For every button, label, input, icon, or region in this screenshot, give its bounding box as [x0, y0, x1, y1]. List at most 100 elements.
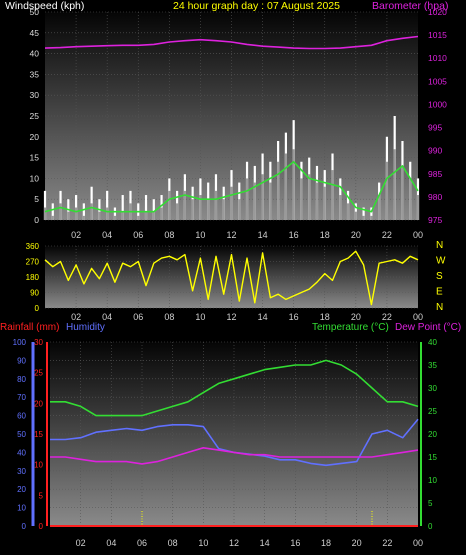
wind-time-tick-label: 04	[102, 230, 112, 240]
left-title: Windspeed (kph)	[5, 0, 84, 12]
rain-y-tick: 20	[34, 399, 43, 408]
wind-time-tick-label: 06	[133, 230, 143, 240]
humidity-y-tick: 100	[13, 338, 27, 347]
dir-time-tick-label: 18	[320, 312, 330, 322]
wind-time-tick-label: 02	[71, 230, 81, 240]
baro-y-tick: 1015	[428, 30, 447, 40]
temp-time-tick-label: 10	[198, 538, 208, 548]
wind-y-tick: 35	[30, 69, 40, 79]
humidity-y-tick: 40	[17, 448, 26, 457]
temp-time-tick-label: 16	[290, 538, 300, 548]
temp-time-tick-label: 18	[321, 538, 331, 548]
temp-time-tick-label: 12	[229, 538, 239, 548]
rain-y-tick: 15	[34, 430, 43, 439]
baro-y-tick: 975	[428, 215, 442, 225]
humidity-axis-title: Humidity	[66, 322, 105, 333]
wind-y-tick: 5	[34, 194, 39, 204]
dir-y-tick: 90	[30, 289, 39, 298]
dir-time-tick-label: 14	[258, 312, 268, 322]
temperature-line	[50, 359, 419, 417]
humidity-y-tick: 50	[17, 430, 26, 439]
humidity-y-tick: 0	[22, 522, 27, 531]
wind-y-tick: 20	[30, 132, 40, 142]
humidity-y-tick: 30	[17, 467, 26, 476]
wind-time-tick-label: 18	[320, 230, 330, 240]
temp-y-tick: 25	[428, 407, 437, 416]
temp-y-tick: 35	[428, 361, 437, 370]
dir-y-tick: 270	[26, 258, 40, 267]
wind-y-tick: 10	[30, 173, 40, 183]
wind-time-tick-label: 08	[164, 230, 174, 240]
dir-time-tick-label: 22	[382, 312, 392, 322]
wind-y-tick: 45	[30, 28, 40, 38]
compass-label: W	[436, 256, 446, 267]
dir-time-tick-label: 20	[351, 312, 361, 322]
wind-y-tick: 40	[30, 49, 40, 59]
temp-time-tick-label: 20	[352, 538, 362, 548]
dir-time-tick-label: 16	[289, 312, 299, 322]
dir-time-tick-label: 02	[71, 312, 81, 322]
dir-time-tick-label: 06	[133, 312, 143, 322]
wind-time-tick-label: 20	[351, 230, 361, 240]
dewpoint-axis-title: Dew Point (°C)	[395, 322, 461, 333]
dir-time-tick-label: 10	[195, 312, 205, 322]
wind-time-tick-label: 22	[382, 230, 392, 240]
temp-y-tick: 20	[428, 430, 437, 439]
wind-y-tick: 50	[30, 7, 40, 17]
humidity-y-tick: 90	[17, 356, 26, 365]
wind-direction-line	[44, 250, 419, 306]
rain-y-tick: 5	[39, 491, 44, 500]
wind-y-tick: 0	[34, 215, 39, 225]
wind-y-tick: 15	[30, 153, 40, 163]
dir-y-tick: 360	[26, 242, 40, 251]
rain-y-tick: 25	[34, 369, 43, 378]
humidity-y-tick: 70	[17, 393, 26, 402]
temp-y-tick: 30	[428, 384, 437, 393]
baro-y-tick: 1010	[428, 53, 447, 63]
temp-time-tick-label: 08	[168, 538, 178, 548]
dir-time-tick-label: 12	[226, 312, 236, 322]
center-title: 24 hour graph day : 07 August 2025	[173, 0, 340, 12]
rain-y-tick: 30	[34, 338, 43, 347]
wind-time-tick-label: 12	[226, 230, 236, 240]
humidity-y-tick: 60	[17, 412, 26, 421]
compass-label: S	[436, 271, 443, 282]
humidity-y-tick: 80	[17, 375, 26, 384]
baro-y-tick: 1020	[428, 7, 447, 17]
temp-y-tick: 0	[428, 522, 433, 531]
baro-y-tick: 1000	[428, 99, 447, 109]
wind-time-tick-label: 14	[258, 230, 268, 240]
compass-label: E	[436, 287, 443, 298]
baro-y-tick: 985	[428, 169, 442, 179]
temp-y-tick: 40	[428, 338, 437, 347]
temp-y-tick: 15	[428, 453, 437, 462]
dir-time-tick-label: 04	[102, 312, 112, 322]
wind-time-tick-label: 00	[413, 230, 423, 240]
humidity-y-tick: 10	[17, 504, 26, 513]
compass-label: N	[436, 302, 443, 313]
wind-time-tick-label: 10	[195, 230, 205, 240]
baro-y-tick: 1005	[428, 76, 447, 86]
baro-y-tick: 990	[428, 146, 442, 156]
humidity-y-tick: 20	[17, 485, 26, 494]
dir-y-tick: 0	[35, 304, 40, 313]
wind-time-tick-label: 16	[289, 230, 299, 240]
temp-time-tick-label: 22	[382, 538, 392, 548]
temp-time-tick-label: 06	[137, 538, 147, 548]
wind-y-tick: 30	[30, 90, 40, 100]
rain-y-tick: 0	[39, 522, 44, 531]
temp-time-tick-label: 04	[106, 538, 116, 548]
dir-time-tick-label: 00	[413, 312, 423, 322]
barometer-line	[44, 35, 419, 50]
rain-y-tick: 10	[34, 461, 43, 470]
temp-time-tick-label: 00	[413, 538, 423, 548]
dewpoint-line	[50, 447, 419, 465]
temp-axis-title: Temperature (°C)	[312, 322, 389, 333]
wind-average-line	[44, 161, 419, 213]
baro-y-tick: 995	[428, 123, 442, 133]
dir-time-tick-label: 08	[164, 312, 174, 322]
rain-axis-title: Rainfall (mm)	[0, 322, 59, 333]
temp-time-tick-label: 02	[76, 538, 86, 548]
